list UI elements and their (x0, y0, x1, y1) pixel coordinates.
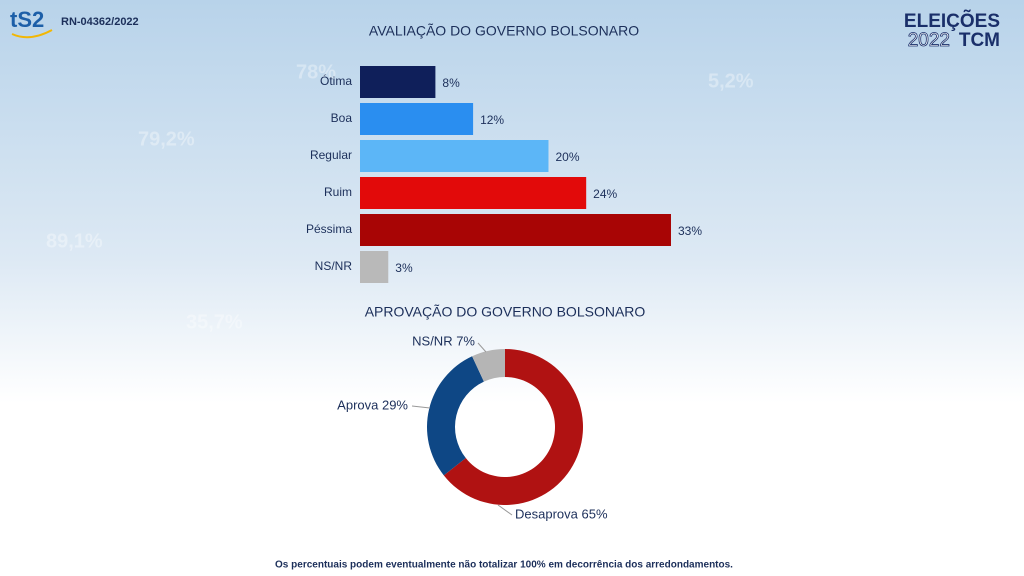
category-label: Regular (310, 148, 352, 162)
bar (360, 103, 474, 135)
logo-swoosh (11, 29, 53, 39)
slice-label: Desaprova 65% (515, 506, 608, 521)
leader-line (497, 504, 513, 516)
brand-title: ELEIÇÕES (904, 10, 1000, 32)
watermark: 35,7% (186, 311, 243, 333)
bar (360, 66, 436, 98)
watermark: 79,2% (138, 128, 195, 150)
donut-slice (427, 356, 484, 476)
value-label: 8% (442, 76, 460, 90)
category-label: Péssima (306, 222, 352, 236)
leader-line (411, 405, 431, 409)
watermark: 89,1% (46, 230, 103, 252)
chart-title: AVALIAÇÃO DO GOVERNO BOLSONARO (369, 23, 639, 39)
value-label: 20% (555, 150, 579, 164)
brand-year: 2022 (908, 30, 950, 51)
logo: tS2 (10, 7, 44, 32)
slice-label: NS/NR 7% (412, 333, 475, 348)
category-label: NS/NR (315, 259, 353, 273)
bar (360, 140, 549, 172)
category-label: Boa (331, 111, 353, 125)
slice-label: Aprova 29% (337, 397, 408, 412)
donut-slice (443, 349, 583, 505)
watermarks: 78% 79,2% 89,1% 35,7% 5,2% (46, 61, 754, 333)
watermark: 78% (296, 61, 336, 83)
value-label: 24% (593, 187, 617, 201)
donut-slice (472, 349, 505, 382)
value-label: 3% (395, 261, 413, 275)
registration: RN-04362/2022 (61, 16, 139, 28)
category-label: Ruim (324, 185, 352, 199)
chart-title: APROVAÇÃO DO GOVERNO BOLSONARO (365, 304, 646, 320)
watermark: 5,2% (708, 70, 754, 92)
bar (360, 177, 587, 209)
footnote: Os percentuais podem eventualmente não t… (275, 560, 733, 571)
leader-line (477, 342, 487, 353)
bar (360, 214, 671, 246)
category-label: Ótima (320, 73, 352, 88)
value-label: 12% (480, 113, 504, 127)
brand-name: TCM (959, 30, 1000, 51)
bar (360, 251, 389, 283)
value-label: 33% (678, 224, 702, 238)
